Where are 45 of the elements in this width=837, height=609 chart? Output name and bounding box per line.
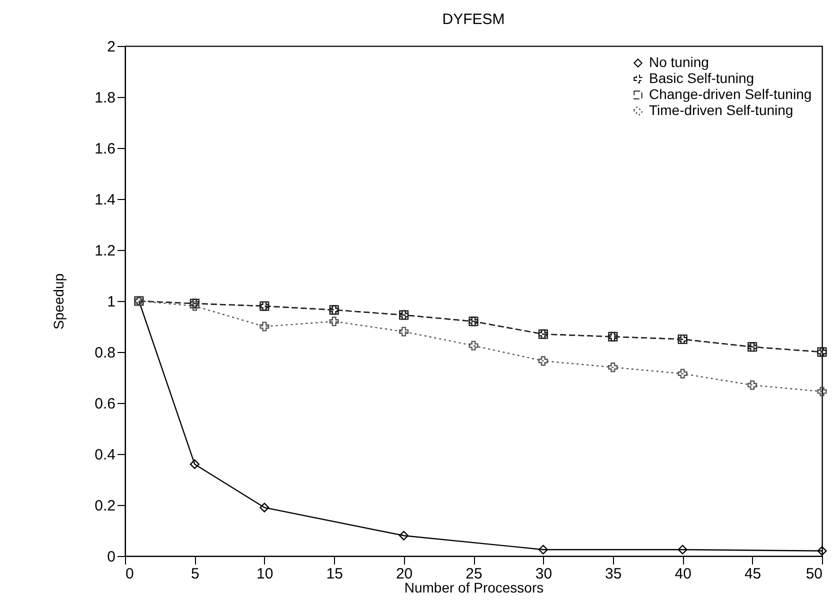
point (817, 546, 827, 556)
x-tick-label: 20 (396, 566, 413, 582)
y-tick-label: 1.4 (94, 192, 116, 208)
x-tick-label: 10 (256, 566, 274, 582)
y-tick-label: 1 (107, 294, 116, 310)
y-tick-label: 1.6 (94, 140, 116, 158)
point (538, 544, 548, 554)
legend-label: Change-driven Self-tuning (649, 86, 812, 102)
point (260, 502, 270, 512)
x-tick-label: 30 (535, 566, 552, 582)
point (608, 362, 618, 372)
point (678, 544, 688, 554)
y-tick-label: 0.8 (94, 344, 116, 362)
point (748, 380, 758, 390)
legend-label: Basic Self-tuning (649, 70, 754, 86)
y-tick-label: 1.2 (94, 242, 116, 260)
legend-label: No tuning (649, 54, 709, 70)
y-tick-label: 0 (107, 548, 116, 566)
y-tick-label: 0.2 (94, 498, 116, 514)
x-tick-label: 5 (191, 566, 200, 582)
x-tick-label: 45 (744, 566, 762, 582)
point (190, 301, 200, 311)
point (329, 316, 339, 326)
point (817, 386, 827, 396)
y-tick-label: 2 (107, 38, 116, 56)
point (190, 459, 200, 469)
y-tick-label: 0.4 (94, 446, 116, 464)
point (538, 356, 548, 366)
point (399, 326, 409, 336)
point (260, 322, 270, 332)
x-tick-label: 40 (674, 566, 692, 582)
point (678, 368, 688, 378)
legend-label: Time-driven Self-tuning (649, 102, 794, 118)
x-tick-label: 15 (326, 566, 343, 582)
x-tick-label: 25 (466, 566, 482, 582)
y-tick-label: 1.8 (94, 90, 116, 106)
y-tick-label: 0.6 (94, 396, 116, 412)
x-axis-title: Number of Processors (404, 580, 544, 596)
x-tick-label: 0 (126, 566, 134, 582)
x-tick-label: 50 (806, 566, 822, 582)
chart-title: DYFESM (442, 11, 505, 28)
point (399, 530, 409, 540)
y-axis-title: Speedup (50, 273, 67, 330)
x-tick-label: 35 (605, 566, 622, 582)
point (468, 340, 478, 350)
